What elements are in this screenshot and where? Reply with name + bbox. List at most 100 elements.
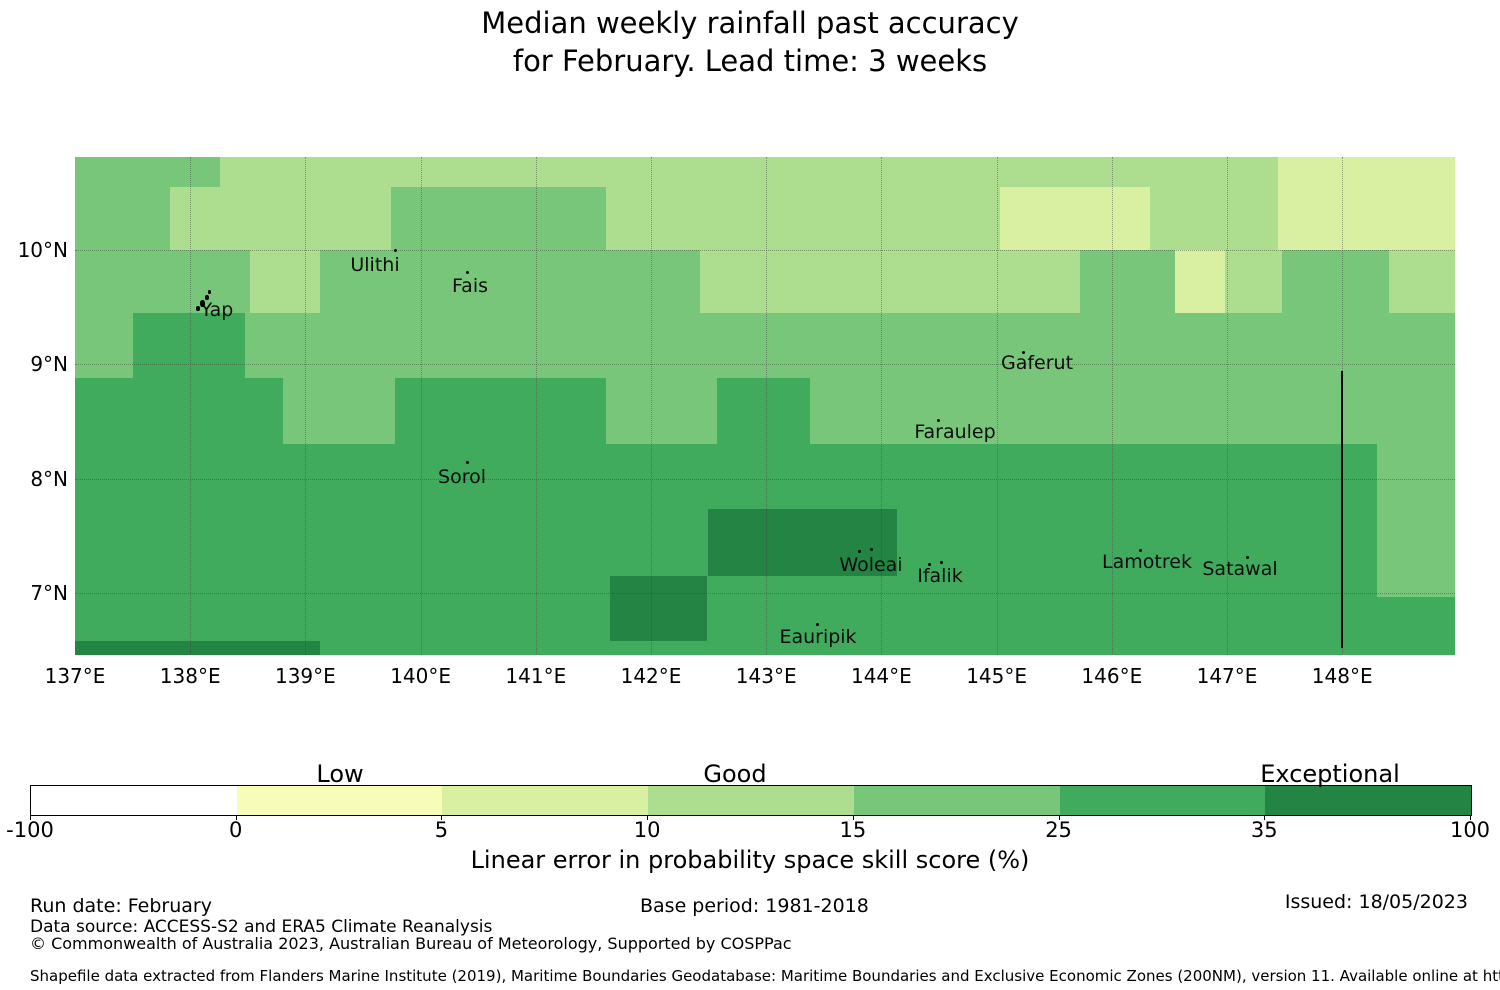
colorbar-category-good: Good — [703, 760, 767, 788]
colorbar-tick-label: 10 — [633, 818, 661, 842]
x-axis-tick-label: 143°E — [735, 664, 797, 688]
x-axis-tick-label: 146°E — [1081, 664, 1143, 688]
gridline-longitude — [421, 157, 422, 655]
island-marker-dot — [928, 563, 931, 566]
colorbar-segment — [442, 786, 649, 815]
footer-data-source: Data source: ACCESS-S2 and ERA5 Climate … — [30, 917, 493, 937]
colorbar-tick — [647, 815, 649, 820]
heatmap-cell — [700, 250, 1080, 313]
heatmap-cell — [1225, 250, 1282, 313]
chart-title: Median weekly rainfall past accuracy for… — [0, 4, 1500, 80]
gridline-longitude — [881, 157, 882, 655]
footer-run-date: Run date: February — [30, 895, 212, 917]
gridline-latitude — [75, 479, 1455, 480]
colorbar — [30, 785, 1472, 816]
colorbar-tick-label: 15 — [839, 818, 867, 842]
island-marker-dot — [870, 548, 873, 551]
heatmap-cell — [1377, 442, 1455, 597]
heatmap-cell — [717, 378, 810, 444]
island-label-satawal: Satawal — [1202, 558, 1278, 580]
x-axis-tick-label: 139°E — [274, 664, 336, 688]
island-label-fais: Fais — [451, 275, 489, 297]
heatmap-cell — [391, 187, 606, 250]
colorbar-segment — [1265, 786, 1471, 815]
heatmap-cell — [75, 187, 170, 250]
island-label-ifalik: Ifalik — [917, 565, 963, 587]
gridline-longitude — [766, 157, 767, 655]
colorbar-tick-label: 0 — [229, 818, 243, 842]
gridline-longitude — [1227, 157, 1228, 655]
colorbar-segment — [648, 786, 854, 815]
heatmap-cell — [395, 378, 606, 444]
island-marker-dot — [858, 550, 861, 553]
island-marker-dot — [937, 419, 940, 422]
x-axis-tick-label: 138°E — [159, 664, 221, 688]
rainfall-skill-map: Yap Ulithi Fais Gaferut Faraulep Sorol Woleai I… — [75, 157, 1455, 655]
yap-island-shape — [200, 300, 205, 307]
y-axis-tick-label: 8°N — [30, 467, 68, 491]
colorbar-tick-label: 35 — [1250, 818, 1278, 842]
island-marker-dot — [1139, 549, 1142, 552]
heatmap-cell — [133, 313, 245, 378]
colorbar-tick — [441, 815, 443, 820]
heatmap-cell — [1175, 250, 1225, 313]
heatmap-cell — [75, 157, 1455, 250]
footer-copyright: © Commonwealth of Australia 2023, Austra… — [30, 934, 792, 953]
island-marker-dot — [940, 561, 943, 564]
island-label-ulithi: Ulithi — [350, 254, 400, 276]
colorbar-tick-label: 25 — [1045, 818, 1072, 842]
heatmap-cell — [75, 157, 220, 187]
x-axis-tick-label: 145°E — [966, 664, 1027, 688]
y-axis-tick-label: 7°N — [30, 581, 68, 605]
island-marker-dot — [466, 461, 469, 464]
gridline-longitude — [190, 157, 191, 655]
eez-boundary-line — [1341, 371, 1343, 648]
colorbar-tick — [1264, 815, 1266, 820]
x-axis-tick-label: 142°E — [620, 664, 682, 688]
colorbar-segment — [1059, 786, 1266, 815]
yap-island-shape — [205, 295, 209, 300]
island-marker-dot — [1022, 351, 1025, 354]
island-label-lamotrek: Lamotrek — [1102, 551, 1192, 573]
colorbar-axis-label: Linear error in probability space skill … — [470, 846, 1030, 874]
yap-island-shape — [208, 290, 211, 294]
gridline-latitude — [75, 593, 1455, 594]
footer-shapefile-note: Shapefile data extracted from Flanders M… — [30, 967, 1500, 985]
x-axis-tick-label: 141°E — [505, 664, 567, 688]
chart-title-line1: Median weekly rainfall past accuracy — [481, 6, 1019, 40]
chart-title-line2: for February. Lead time: 3 weeks — [512, 44, 988, 78]
colorbar-tick — [852, 815, 854, 820]
colorbar-segment — [31, 786, 237, 815]
gridline-longitude — [997, 157, 998, 655]
yap-island-shape — [196, 306, 200, 311]
colorbar-tick — [30, 815, 31, 820]
heatmap-cell — [1000, 187, 1150, 250]
colorbar-tick — [235, 815, 237, 820]
heatmap-cell — [708, 509, 897, 576]
island-marker-dot — [466, 271, 469, 274]
island-label-eauripik: Eauripik — [779, 626, 857, 648]
colorbar-tick — [1470, 815, 1471, 820]
gridline-longitude — [536, 157, 537, 655]
gridline-longitude — [305, 157, 306, 655]
heatmap-cell — [250, 250, 320, 313]
gridline-latitude — [75, 250, 1455, 251]
colorbar-segment — [853, 786, 1060, 815]
island-label-faraulep: Faraulep — [914, 421, 996, 443]
colorbar-tick-label: 5 — [434, 818, 449, 842]
y-axis-tick-label: 10°N — [17, 238, 68, 262]
x-axis-tick-label: 144°E — [850, 664, 912, 688]
x-axis-tick-label: 140°E — [390, 664, 451, 688]
colorbar-category-low: Low — [316, 760, 364, 788]
heatmap-cell — [610, 576, 707, 641]
heatmap-cell — [1278, 157, 1455, 250]
island-label-sorol: Sorol — [438, 466, 486, 488]
gridline-longitude — [1112, 157, 1113, 655]
footer-base-period: Base period: 1981-2018 — [640, 895, 869, 917]
colorbar-tick — [1058, 815, 1060, 820]
island-marker-dot — [394, 249, 397, 252]
island-label-woleai: Woleai — [839, 554, 903, 576]
footer-issued: Issued: 18/05/2023 — [1284, 891, 1468, 913]
x-axis-tick-label: 137°E — [44, 664, 106, 688]
